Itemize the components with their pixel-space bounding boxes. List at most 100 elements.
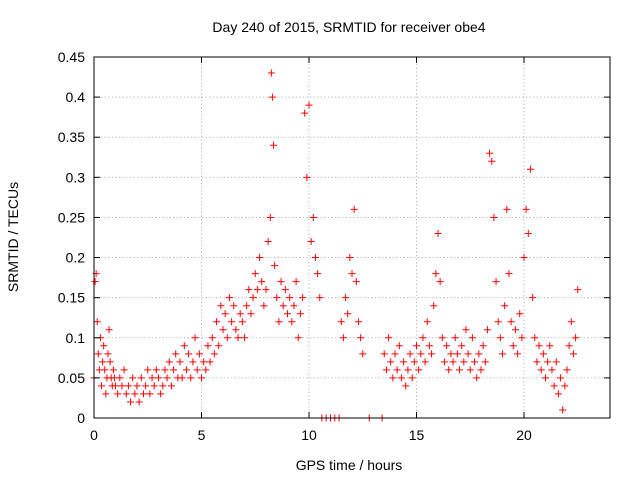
data-point <box>127 398 135 406</box>
y-tick-label: 0.4 <box>66 89 86 105</box>
data-point <box>238 318 246 326</box>
data-point <box>221 310 229 318</box>
data-point <box>559 406 567 414</box>
data-point <box>466 366 474 374</box>
data-point <box>202 366 210 374</box>
data-point <box>210 350 218 358</box>
data-point <box>142 382 150 390</box>
data-point <box>535 342 543 350</box>
data-point <box>520 254 528 262</box>
data-point <box>178 374 186 382</box>
data-point <box>277 278 285 286</box>
data-point <box>245 286 253 294</box>
data-point <box>492 278 500 286</box>
data-point <box>230 302 238 310</box>
data-point <box>316 294 324 302</box>
data-point <box>152 366 160 374</box>
data-point <box>150 382 158 390</box>
data-point <box>267 69 275 77</box>
data-point <box>574 286 582 294</box>
data-point <box>552 358 560 366</box>
data-point <box>256 254 264 262</box>
data-point <box>299 294 307 302</box>
y-axis-label: SRMTID / TECUs <box>5 182 21 292</box>
data-point <box>352 278 360 286</box>
data-point <box>99 358 107 366</box>
data-point <box>415 366 423 374</box>
data-point <box>456 366 463 374</box>
data-point <box>98 382 106 390</box>
data-point <box>404 366 412 374</box>
data-point <box>225 294 233 302</box>
data-point <box>234 334 242 342</box>
data-point <box>507 318 515 326</box>
data-point <box>380 350 388 358</box>
data-point <box>337 318 345 326</box>
data-point <box>270 141 278 149</box>
x-tick-label: 0 <box>90 427 98 443</box>
y-tick-label: 0.3 <box>66 169 86 185</box>
x-tick-label: 10 <box>301 427 317 443</box>
data-point <box>350 205 358 213</box>
data-point <box>402 382 410 390</box>
data-point <box>357 334 365 342</box>
data-point <box>292 278 300 286</box>
data-point <box>499 350 506 358</box>
data-point <box>219 326 227 334</box>
data-point <box>389 374 397 382</box>
data-point <box>307 238 315 246</box>
data-point <box>104 350 112 358</box>
data-point <box>148 374 156 382</box>
data-point <box>93 318 101 326</box>
data-point <box>425 342 433 350</box>
data-point <box>406 350 414 358</box>
y-tick-label: 0.05 <box>58 370 85 386</box>
data-point <box>344 310 352 318</box>
data-point <box>529 294 537 302</box>
data-point <box>453 350 461 358</box>
data-point <box>191 334 199 342</box>
data-point <box>494 318 502 326</box>
data-point <box>131 390 139 398</box>
data-point <box>419 334 427 342</box>
data-point <box>198 374 205 382</box>
data-point <box>228 318 236 326</box>
grid-lines <box>94 57 610 418</box>
data-point <box>106 358 114 366</box>
data-point <box>387 358 395 366</box>
data-point <box>94 350 102 358</box>
data-point <box>161 366 169 374</box>
data-point <box>479 342 487 350</box>
data-point <box>436 278 444 286</box>
data-point <box>311 254 319 262</box>
data-point <box>561 382 569 390</box>
data-point <box>232 326 240 334</box>
y-tick-label: 0.2 <box>66 250 86 266</box>
data-point <box>155 374 162 382</box>
data-point <box>109 366 117 374</box>
data-point <box>266 213 274 221</box>
data-point <box>195 350 203 358</box>
data-point <box>116 374 124 382</box>
data-point <box>443 342 451 350</box>
data-point <box>189 358 197 366</box>
data-point <box>284 310 291 318</box>
data-point <box>137 374 145 382</box>
data-point <box>544 358 552 366</box>
data-point <box>170 366 178 374</box>
data-point <box>486 149 494 157</box>
data-point <box>490 213 498 221</box>
data-point <box>172 350 180 358</box>
data-point <box>122 390 130 398</box>
data-point <box>185 350 193 358</box>
data-point <box>509 342 517 350</box>
data-point <box>524 229 532 237</box>
plot-frame <box>93 56 611 419</box>
data-point <box>253 286 261 294</box>
y-tick-label: 0.35 <box>58 129 85 145</box>
x-tick-label: 20 <box>516 427 532 443</box>
y-tick-label: 0 <box>77 410 85 426</box>
data-point <box>163 374 171 382</box>
